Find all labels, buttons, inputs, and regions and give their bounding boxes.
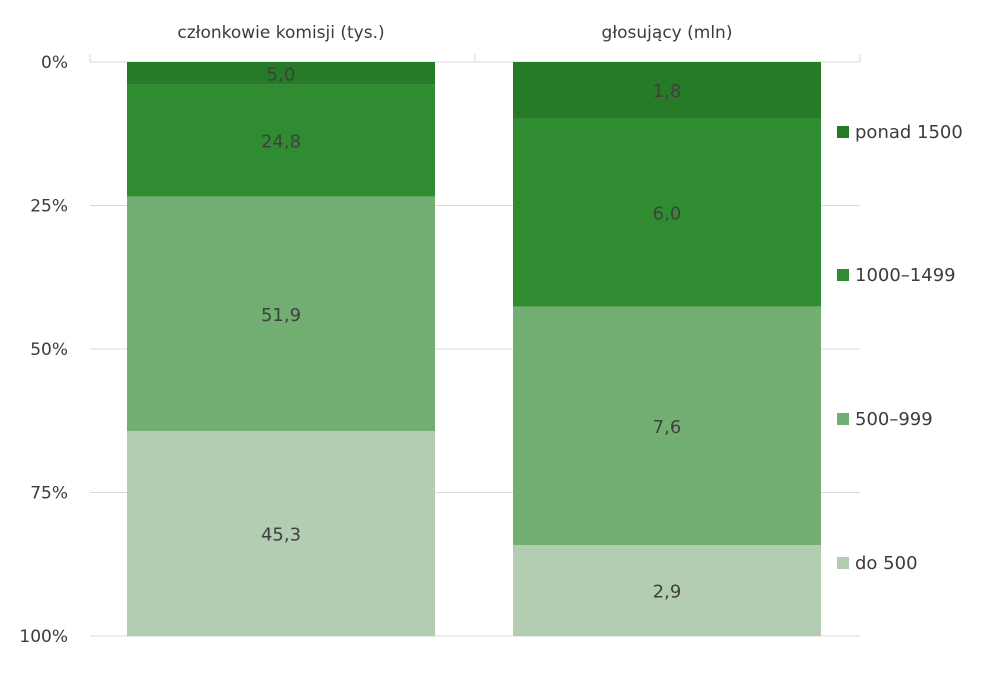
data-label: 51,9	[261, 305, 301, 326]
data-label: 45,3	[261, 525, 301, 546]
y-tick-label: 50%	[30, 340, 68, 360]
column-header: głosujący (mln)	[602, 23, 733, 43]
legend-swatch	[837, 413, 849, 425]
legend-swatch	[837, 557, 849, 569]
bar-segment	[513, 545, 821, 636]
bars-layer	[127, 62, 821, 636]
data-label: 2,9	[653, 582, 682, 603]
y-tick-label: 75%	[30, 484, 68, 504]
legend-label: do 500	[855, 553, 918, 574]
legend-label: 1000–1499	[855, 265, 956, 286]
y-tick-label: 0%	[41, 53, 68, 73]
bar-segment	[127, 84, 435, 197]
data-label: 7,6	[653, 417, 682, 438]
labels-layer: 5,0 24,8 51,9 45,3 1,8 6,0 7,6 2,9	[261, 64, 681, 602]
y-tick-label: 100%	[19, 627, 68, 647]
legend-swatch	[837, 126, 849, 138]
data-label: 6,0	[653, 204, 682, 225]
bar-segment	[513, 306, 821, 546]
bar-segment	[127, 431, 435, 636]
legend-label: ponad 1500	[855, 122, 963, 143]
column-headers: członkowie komisji (tys.) głosujący (mln)	[177, 23, 732, 43]
bar-segment	[127, 196, 435, 432]
legend-swatch	[837, 269, 849, 281]
bar-segment	[513, 118, 821, 307]
data-label: 1,8	[653, 81, 682, 102]
data-label: 5,0	[267, 64, 296, 85]
column-header: członkowie komisji (tys.)	[177, 23, 384, 43]
bar-segment	[513, 62, 821, 119]
y-tick-label: 25%	[30, 197, 68, 217]
bar-segment	[127, 62, 435, 85]
legend-label: 500–999	[855, 409, 933, 430]
data-label: 24,8	[261, 132, 301, 153]
y-axis: 0% 25% 50% 75% 100%	[19, 53, 68, 647]
legend: ponad 1500 1000–1499 500–999 do 500	[837, 122, 963, 574]
